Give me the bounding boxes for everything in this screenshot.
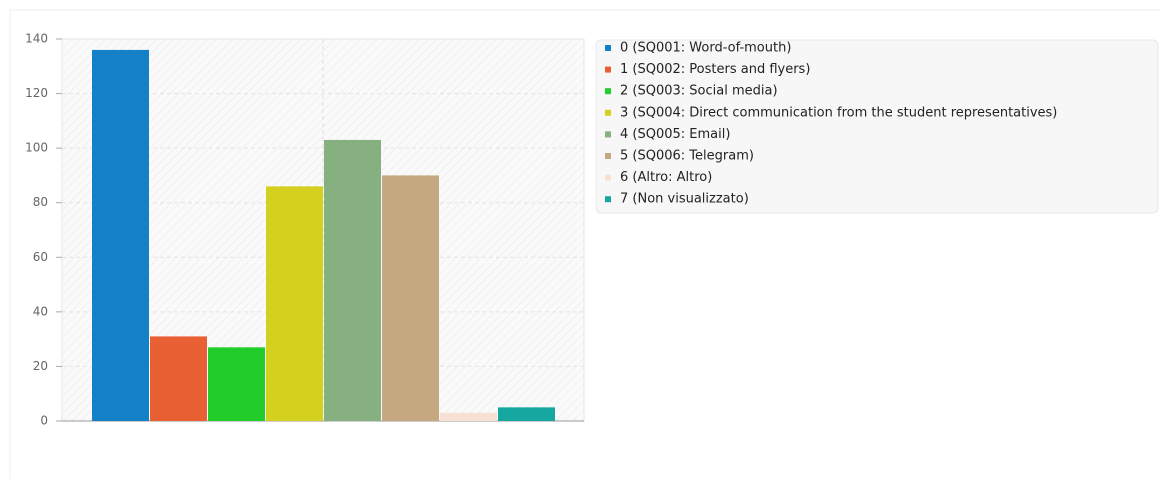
legend-marker — [605, 131, 611, 138]
legend-marker — [605, 66, 611, 73]
legend-label: 5 (SQ006: Telegram) — [620, 149, 754, 164]
legend-label: 4 (SQ005: Email) — [620, 127, 730, 142]
legend-label: 6 (Altro: Altro) — [620, 170, 712, 185]
legend-marker — [605, 88, 611, 95]
y-tick-label: 80 — [33, 195, 48, 209]
bar — [498, 407, 555, 421]
bar — [440, 412, 497, 421]
bar — [324, 139, 381, 421]
legend-label: 7 (Non visualizzato) — [620, 192, 749, 207]
legend-marker — [605, 196, 611, 203]
legend-marker — [605, 45, 611, 51]
y-tick-label: 140 — [25, 32, 48, 46]
legend-label: 2 (SQ003: Social media) — [620, 84, 778, 99]
y-tick-label: 120 — [25, 86, 48, 100]
bar — [150, 336, 207, 421]
bar — [92, 49, 149, 422]
y-tick-label: 20 — [33, 359, 48, 373]
legend-marker — [605, 153, 611, 159]
y-tick-label: 0 — [40, 414, 48, 428]
legend-marker — [605, 174, 611, 181]
bar — [266, 186, 323, 421]
legend-label: 0 (SQ001: Word-of-mouth) — [620, 41, 791, 56]
legend-box — [595, 39, 1159, 214]
card-border — [9, 9, 1161, 479]
bar — [208, 347, 265, 421]
y-tick-label: 100 — [25, 141, 48, 155]
bar — [382, 175, 439, 421]
legend-label: 1 (SQ002: Posters and flyers) — [620, 62, 810, 77]
y-tick-label: 60 — [33, 250, 48, 264]
y-tick-label: 40 — [33, 304, 48, 318]
legend-marker — [605, 109, 611, 116]
legend-label: 3 (SQ004: Direct communication from the … — [620, 105, 1057, 120]
